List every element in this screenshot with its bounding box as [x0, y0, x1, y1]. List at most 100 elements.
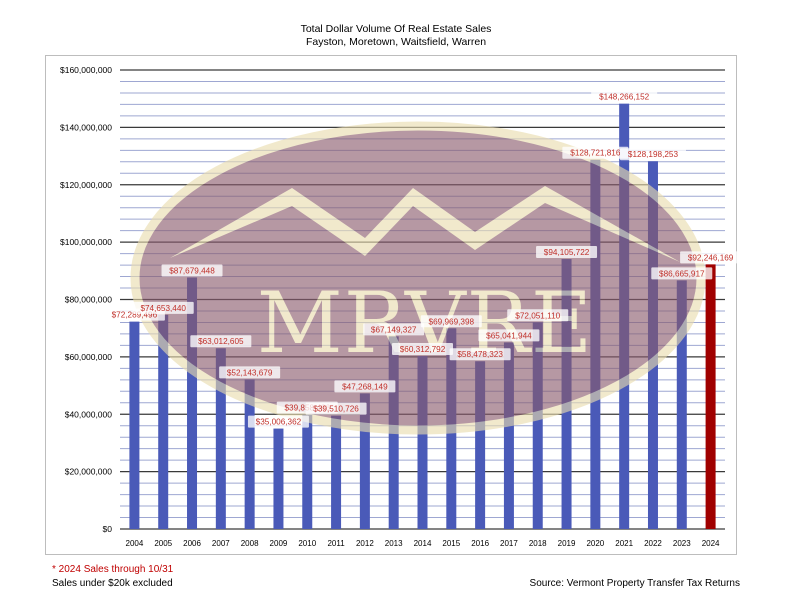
- data-label-2013: $67,149,327: [363, 323, 425, 336]
- x-tick-label: 2007: [212, 539, 230, 548]
- data-label-2018: $72,051,110: [507, 309, 569, 322]
- data-label-2023: $86,665,917: [651, 267, 713, 280]
- data-label-text: $74,653,440: [140, 304, 186, 313]
- bar-2004: [129, 321, 140, 529]
- x-tick-label: 2022: [644, 539, 662, 548]
- data-label-box: [219, 366, 281, 379]
- data-label-box: [190, 335, 252, 348]
- data-label-2007: $63,012,605: [190, 335, 252, 348]
- x-tick-label: 2008: [241, 539, 259, 548]
- data-label-2017: $65,041,944: [478, 329, 540, 342]
- data-label-2024: $92,246,169: [680, 251, 742, 264]
- x-tick-label: 2017: [500, 539, 518, 548]
- y-tick-label: $160,000,000: [60, 65, 112, 75]
- data-label-2009: $35,006,362: [247, 415, 309, 428]
- data-label-box: [363, 323, 425, 336]
- data-label-2020: $128,721,816: [562, 146, 629, 159]
- bar-2018: [532, 322, 543, 529]
- data-label-2012: $47,268,149: [334, 380, 396, 393]
- bar-2010: [302, 414, 313, 529]
- x-tick-label: 2019: [558, 539, 576, 548]
- x-tick-label: 2010: [298, 539, 316, 548]
- data-label-2006: $87,679,448: [161, 264, 223, 277]
- x-tick-label: 2009: [270, 539, 288, 548]
- footnote-exclusion: Sales under $20k excluded: [52, 578, 173, 589]
- data-label-2011: $39,510,726: [305, 402, 367, 415]
- y-tick-label: $80,000,000: [65, 295, 113, 305]
- data-label-text: $86,665,917: [659, 269, 705, 278]
- footnote-partial-year: * 2024 Sales through 10/31: [52, 564, 174, 575]
- x-tick-label: 2015: [442, 539, 460, 548]
- data-label-box: [334, 380, 396, 393]
- x-tick-label: 2012: [356, 539, 374, 548]
- data-label-2021: $148,266,152: [591, 90, 658, 103]
- bar-2006: [187, 277, 198, 529]
- bar-2016: [475, 361, 486, 529]
- x-tick-label: 2004: [126, 539, 144, 548]
- data-label-box: [619, 148, 686, 161]
- bar-2005: [158, 314, 169, 529]
- data-label-text: $128,198,253: [628, 150, 679, 159]
- data-label-box: [651, 267, 713, 280]
- y-tick-label: $20,000,000: [65, 467, 113, 477]
- x-tick-label: 2016: [471, 539, 489, 548]
- watermark-logo: MRVRE: [130, 121, 706, 435]
- data-label-text: $47,268,149: [342, 382, 388, 391]
- data-label-box: [478, 329, 540, 342]
- data-label-box: [562, 146, 629, 159]
- data-label-text: $92,246,169: [688, 253, 734, 262]
- data-label-box: [247, 415, 309, 428]
- data-label-text: $63,012,605: [198, 337, 244, 346]
- data-label-box: [536, 246, 598, 259]
- x-tick-label: 2024: [702, 539, 720, 548]
- x-tick-label: 2014: [414, 539, 432, 548]
- data-label-text: $52,143,679: [227, 368, 273, 377]
- data-label-text: $39,510,726: [313, 405, 359, 414]
- chart-subtitle: Fayston, Moretown, Waitsfield, Warren: [305, 36, 487, 48]
- data-label-text: $60,312,792: [400, 345, 446, 354]
- data-label-text: $72,051,110: [515, 311, 560, 320]
- x-tick-label: 2013: [385, 539, 403, 548]
- bar-2017: [503, 342, 514, 529]
- data-label-box: [305, 402, 367, 415]
- data-label-box: [591, 90, 658, 103]
- y-tick-label: $40,000,000: [65, 409, 113, 419]
- source-note: Source: Vermont Property Transfer Tax Re…: [529, 578, 740, 589]
- data-label-text: $67,149,327: [371, 325, 417, 334]
- data-label-box: [161, 264, 223, 277]
- data-label-text: $58,478,323: [457, 350, 503, 359]
- data-label-2008: $52,143,679: [219, 366, 281, 379]
- bar-2014: [417, 355, 428, 529]
- watermark-mountains: [170, 186, 680, 262]
- data-label-text: $94,105,722: [544, 248, 590, 257]
- data-label-text: $72,289,496: [112, 311, 158, 320]
- data-label-text: $69,969,398: [429, 317, 475, 326]
- bar-2008: [244, 379, 255, 529]
- data-label-2019: $94,105,722: [536, 246, 598, 259]
- data-label-box: [680, 251, 742, 264]
- x-tick-label: 2023: [673, 539, 691, 548]
- y-tick-label: $60,000,000: [65, 352, 113, 362]
- data-label-2005: $74,653,440: [132, 301, 194, 314]
- chart-title: Total Dollar Volume Of Real Estate Sales: [300, 23, 492, 35]
- bar-2024: [705, 264, 716, 529]
- x-tick-label: 2006: [183, 539, 201, 548]
- x-tick-label: 2018: [529, 539, 547, 548]
- y-tick-label: $120,000,000: [60, 180, 112, 190]
- x-tick-label: 2005: [154, 539, 172, 548]
- x-tick-label: 2011: [327, 539, 345, 548]
- data-label-text: $87,679,448: [169, 266, 215, 275]
- data-label-2016: $58,478,323: [449, 348, 511, 361]
- bar-2007: [215, 348, 226, 529]
- data-label-box: [420, 315, 482, 328]
- bar-2012: [359, 393, 370, 529]
- bar-2011: [331, 415, 342, 529]
- bar-2009: [273, 428, 284, 529]
- data-label-box: [449, 348, 511, 361]
- data-label-text: $128,721,816: [570, 149, 621, 158]
- data-label-box: [507, 309, 569, 322]
- x-tick-label: 2021: [615, 539, 633, 548]
- data-label-box: [392, 342, 453, 355]
- y-tick-label: $100,000,000: [60, 237, 112, 247]
